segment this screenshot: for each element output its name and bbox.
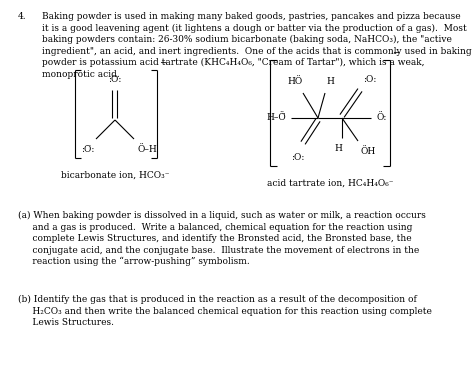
- Text: −: −: [159, 57, 166, 66]
- Text: :Ö:: :Ö:: [82, 144, 95, 154]
- Text: H–Ö̈: H–Ö̈: [266, 113, 286, 123]
- Text: −: −: [392, 47, 400, 56]
- Text: it is a good leavening agent (it lightens a dough or batter via the production o: it is a good leavening agent (it lighten…: [42, 23, 467, 33]
- Text: H: H: [334, 144, 342, 152]
- Text: H: H: [326, 77, 334, 87]
- Text: :O:: :O:: [109, 75, 122, 83]
- Text: ÖH: ÖH: [360, 147, 375, 157]
- Text: Baking powder is used in making many baked goods, pastries, pancakes and pizza b: Baking powder is used in making many bak…: [42, 12, 461, 21]
- Text: :O:: :O:: [292, 152, 305, 162]
- Text: and a gas is produced.  Write a balanced, chemical equation for the reaction usi: and a gas is produced. Write a balanced,…: [18, 223, 412, 231]
- Text: monoprotic acid.: monoprotic acid.: [42, 69, 120, 79]
- Text: H₂CO₃ and then write the balanced chemical equation for this reaction using comp: H₂CO₃ and then write the balanced chemic…: [18, 306, 432, 316]
- Text: (b) Identify the gas that is produced in the reaction as a result of the decompo: (b) Identify the gas that is produced in…: [18, 295, 417, 304]
- Text: conjugate acid, and the conjugate base.  Illustrate the movement of electrons in: conjugate acid, and the conjugate base. …: [18, 246, 419, 254]
- Text: Ö–H: Ö–H: [137, 144, 157, 154]
- Text: bicarbonate ion, HCO₃⁻: bicarbonate ion, HCO₃⁻: [61, 171, 169, 180]
- Text: Ö:: Ö:: [377, 113, 387, 123]
- Text: Lewis Structures.: Lewis Structures.: [18, 318, 114, 327]
- Text: reaction using the “arrow-pushing” symbolism.: reaction using the “arrow-pushing” symbo…: [18, 257, 250, 266]
- Text: complete Lewis Structures, and identify the Bronsted acid, the Bronsted base, th: complete Lewis Structures, and identify …: [18, 234, 411, 243]
- Text: ingredient", an acid, and inert ingredients.  One of the acids that is commonly : ingredient", an acid, and inert ingredie…: [42, 46, 472, 56]
- Text: HÖ: HÖ: [287, 77, 302, 85]
- Text: baking powders contain: 26-30% sodium bicarbonate (baking soda, NaHCO₃), the "ac: baking powders contain: 26-30% sodium bi…: [42, 35, 452, 44]
- Text: (a) When baking powder is dissolved in a liquid, such as water or milk, a reacti: (a) When baking powder is dissolved in a…: [18, 211, 426, 220]
- Text: 4.: 4.: [18, 12, 27, 21]
- Text: powder is potassium acid tartrate (KHC₄H₄O₆, "Cream of Tartar"), which is a weak: powder is potassium acid tartrate (KHC₄H…: [42, 58, 425, 67]
- Text: :O:: :O:: [363, 75, 377, 83]
- Text: acid tartrate ion, HC₄H₄O₆⁻: acid tartrate ion, HC₄H₄O₆⁻: [267, 179, 393, 188]
